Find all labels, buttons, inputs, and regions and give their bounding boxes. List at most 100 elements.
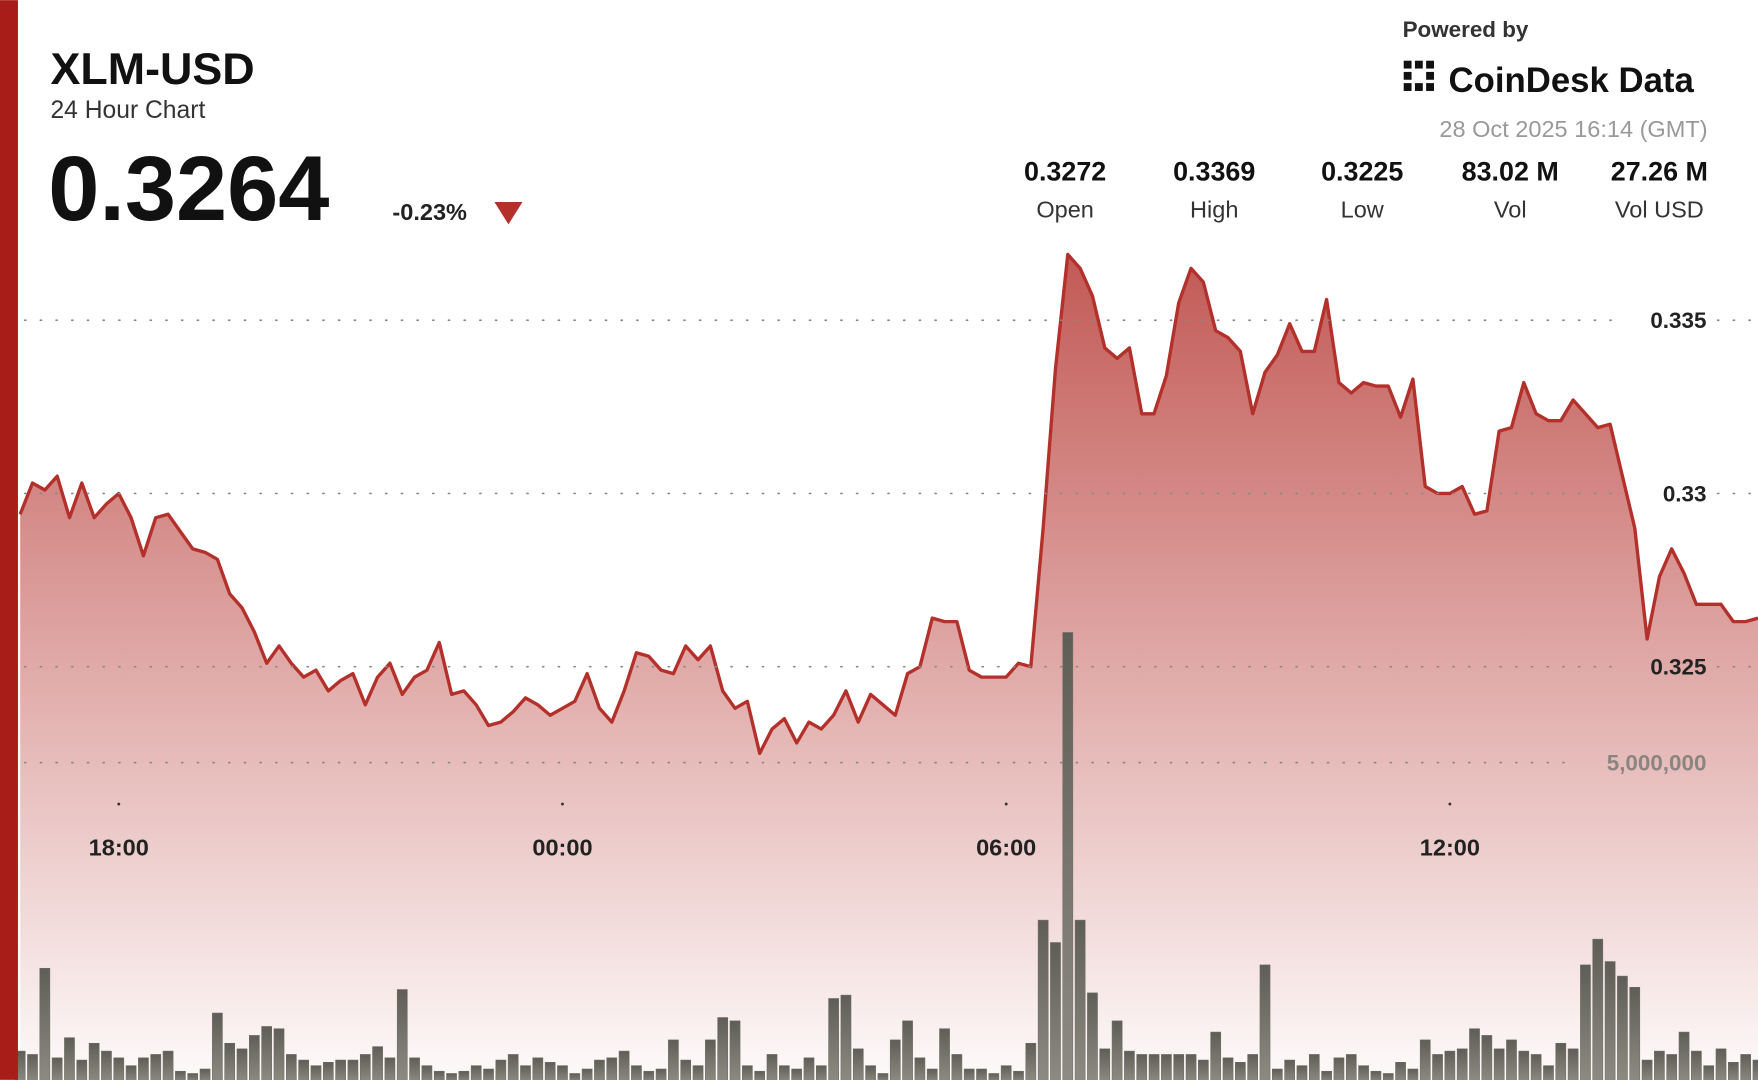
- volume-bar: [1580, 964, 1591, 1080]
- stat-label: Vol: [1494, 197, 1527, 223]
- volume-bar: [1703, 1065, 1715, 1080]
- volume-bar: [409, 1057, 420, 1080]
- volume-bar: [1111, 1020, 1123, 1080]
- y-tick-label: 0.335: [1650, 308, 1706, 333]
- volume-bar: [1358, 1065, 1369, 1080]
- stat-label: Open: [1036, 197, 1094, 223]
- volume-bar: [618, 1050, 630, 1080]
- volume-bar: [1629, 987, 1641, 1080]
- price-line: [18, 252, 1758, 756]
- x-tick: [561, 802, 564, 806]
- price-area: [20, 254, 1758, 1080]
- volume-bar: [1543, 1065, 1554, 1080]
- volume-bar: [1198, 1059, 1209, 1080]
- volume-bar: [1136, 1054, 1148, 1080]
- volume-bar: [581, 1068, 593, 1080]
- volume-bar: [347, 1059, 359, 1080]
- volume-bar: [1530, 1054, 1542, 1080]
- volume-bar: [828, 998, 839, 1080]
- volume-bar: [1247, 1054, 1259, 1080]
- volume-bar: [754, 1070, 766, 1080]
- volume-bar: [1284, 1059, 1295, 1080]
- subtitle: 24 Hour Chart: [50, 97, 205, 124]
- volume-bar: [1506, 1039, 1517, 1080]
- volume-bar: [1161, 1054, 1172, 1080]
- volume-bar: [76, 1059, 88, 1080]
- volume-bar: [803, 1057, 815, 1080]
- volume-bar: [1432, 1054, 1443, 1080]
- volume-bar: [396, 989, 408, 1080]
- volume-bar: [631, 1065, 642, 1080]
- volume-bar: [1345, 1054, 1357, 1080]
- volume-bar: [150, 1054, 162, 1080]
- volume-bar: [1691, 1050, 1702, 1080]
- volume-bar: [668, 1039, 679, 1080]
- volume-bar: [1222, 1057, 1234, 1080]
- volume-bar: [1296, 1065, 1308, 1080]
- volume-bar: [840, 994, 852, 1080]
- volume-bar: [606, 1057, 618, 1080]
- volume-bar: [520, 1065, 531, 1080]
- volume-bar: [1259, 964, 1271, 1080]
- volume-bar: [889, 1039, 901, 1080]
- volume-bar: [1617, 975, 1628, 1080]
- stat-label: Low: [1341, 197, 1385, 223]
- volume-bar: [951, 1054, 963, 1080]
- volume-bar: [1518, 1050, 1530, 1080]
- volume-bar: [261, 1026, 273, 1080]
- volume-bar: [113, 1057, 125, 1080]
- brand: CoinDesk Data: [1449, 62, 1695, 100]
- volume-bar: [1641, 1059, 1653, 1080]
- brand-logo: [1403, 60, 1434, 91]
- x-tick: [117, 802, 121, 806]
- volume-bar: [298, 1059, 309, 1080]
- volume-bar: [594, 1059, 605, 1080]
- volume-bar: [1407, 1068, 1419, 1080]
- volume-bar: [310, 1065, 322, 1080]
- volume-bar: [1740, 1054, 1752, 1080]
- volume-bar: [791, 1068, 802, 1080]
- volume-bar: [470, 1065, 482, 1080]
- volume-bar: [236, 1048, 248, 1080]
- volume-bar: [359, 1054, 371, 1080]
- volume-bar: [1666, 1054, 1678, 1080]
- stat-value: 27.26 M: [1611, 157, 1708, 187]
- volume-bar: [877, 1073, 889, 1080]
- volume-bar: [1148, 1054, 1160, 1080]
- volume-bar: [532, 1057, 544, 1080]
- volume-bar: [865, 1065, 876, 1080]
- x-tick-label: 18:00: [89, 835, 149, 861]
- volume-bar: [1185, 1054, 1197, 1080]
- volume-bar: [125, 1065, 137, 1080]
- volume-bar: [729, 1020, 741, 1080]
- volume-bar: [1592, 938, 1604, 1080]
- volume-bar: [507, 1054, 519, 1080]
- volume-bar: [1678, 1031, 1690, 1080]
- accent-bar: [0, 0, 18, 1080]
- volume-bar: [495, 1059, 507, 1080]
- volume-bar: [1333, 1057, 1345, 1080]
- volume-bar: [1444, 1050, 1456, 1080]
- volume-bar: [717, 1017, 729, 1080]
- volume-bar: [372, 1046, 383, 1080]
- volume-bar: [1210, 1031, 1222, 1080]
- plot-area: 0.325 0.33 0.335 5,000,000 18:00 00:00 06:00 12…: [14, 252, 1758, 1080]
- volume-bar: [483, 1068, 494, 1080]
- volume-bar: [162, 1050, 174, 1080]
- y2-tick-label: 5,000,000: [1607, 750, 1707, 775]
- volume-bar: [187, 1073, 199, 1080]
- volume-bar: [384, 1057, 396, 1080]
- volume-bar: [1567, 1048, 1579, 1080]
- x-tick: [1004, 802, 1008, 806]
- volume-bar: [1728, 1061, 1739, 1080]
- volume-bar: [988, 1073, 1000, 1080]
- volume-bar: [138, 1057, 149, 1080]
- change: -0.23%: [392, 199, 467, 225]
- volume-bar: [1173, 1054, 1185, 1080]
- volume-bar: [199, 1068, 211, 1080]
- volume-bar: [273, 1028, 285, 1080]
- volume-bar: [286, 1054, 297, 1080]
- y-tick-label: 0.325: [1650, 655, 1706, 680]
